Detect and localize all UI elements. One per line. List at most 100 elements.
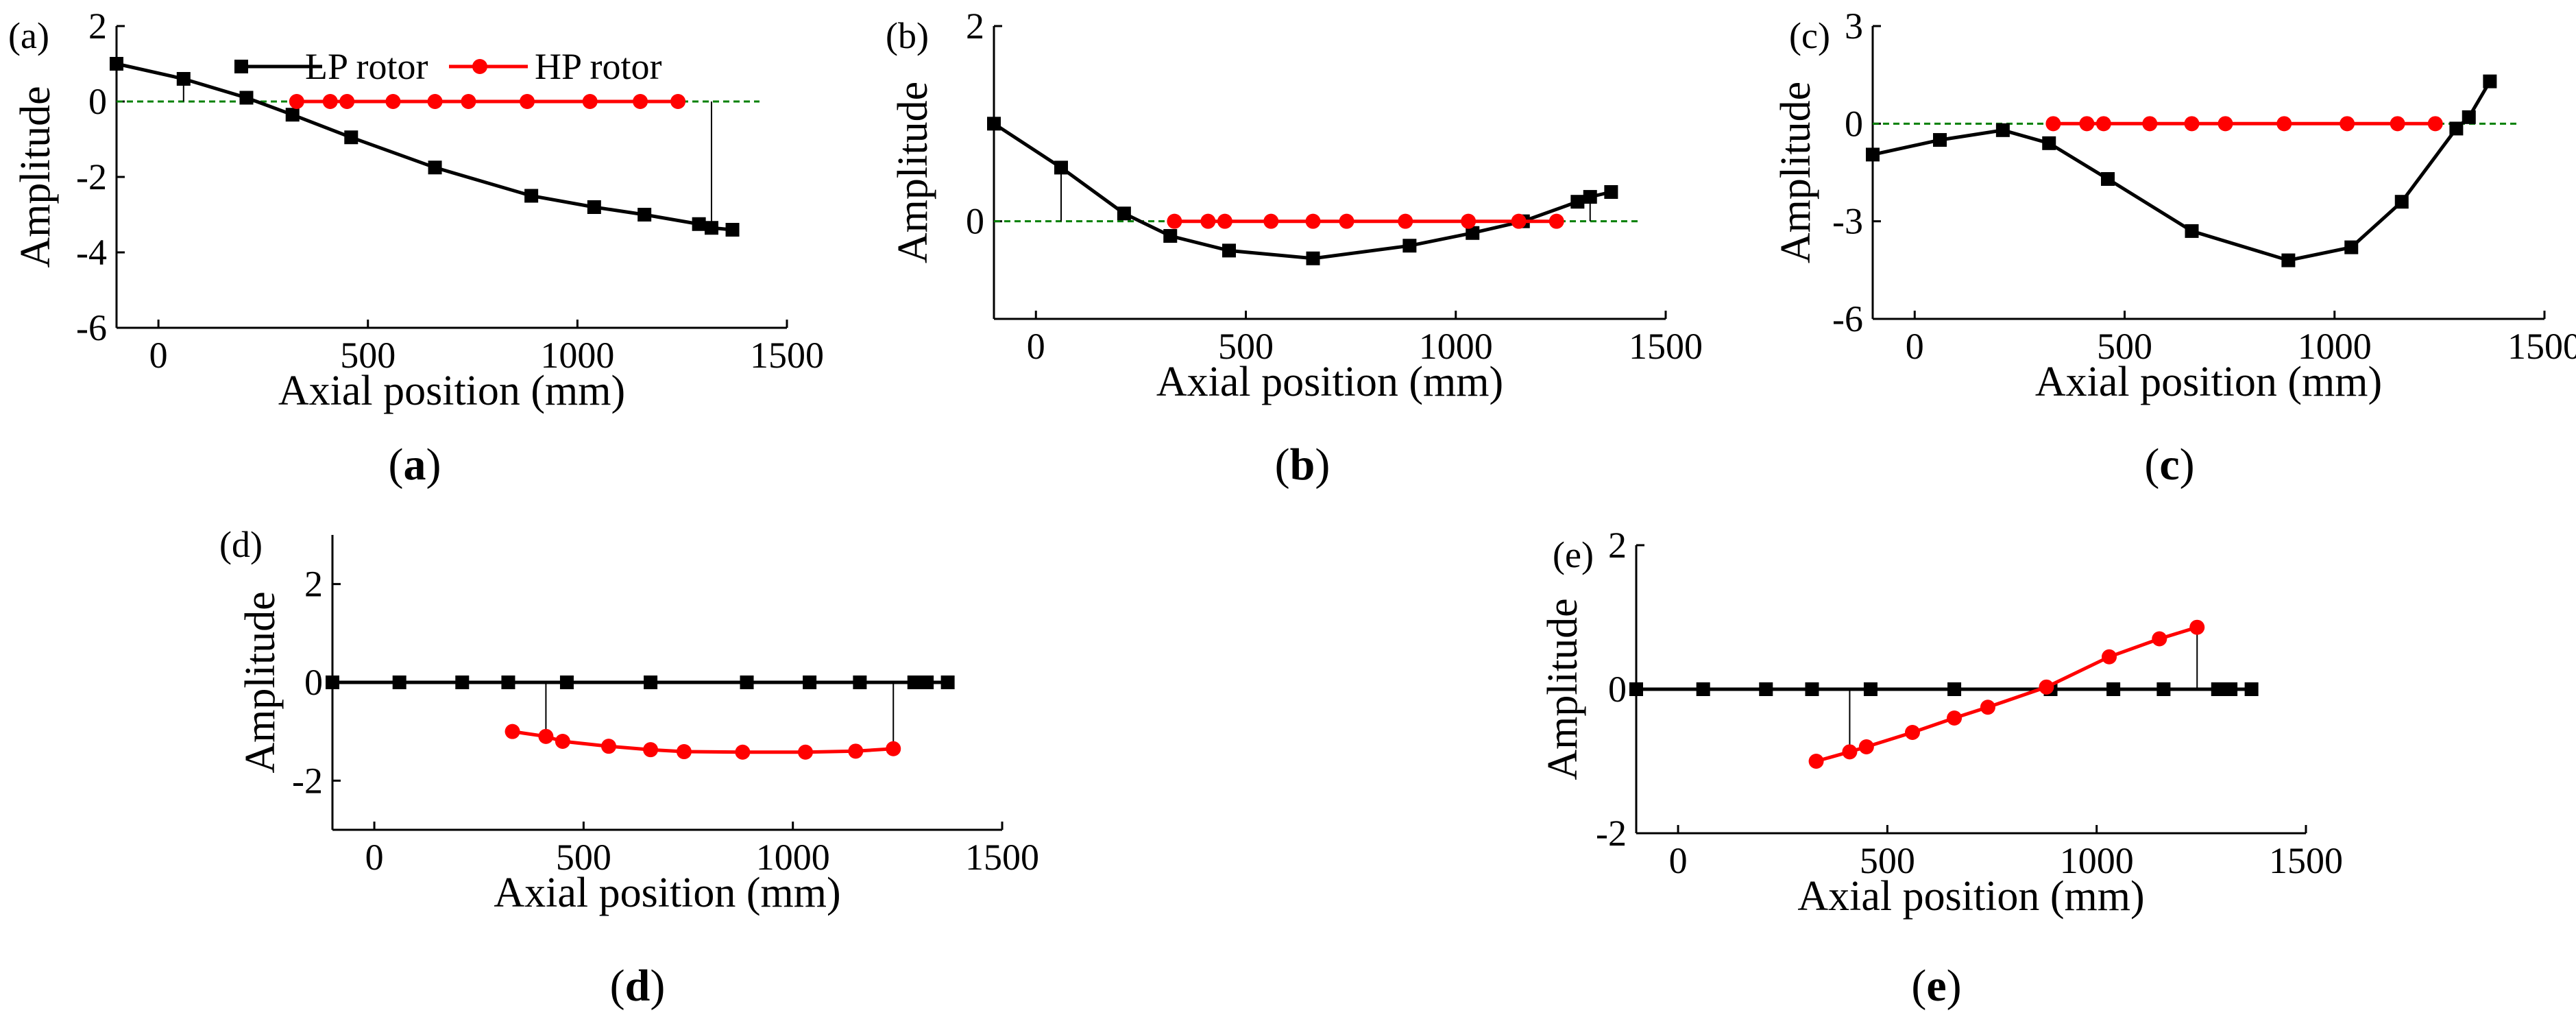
y-tick-label: 3 [1845,5,1863,47]
lp-rotor-point [455,676,470,689]
lp-rotor-point [2462,110,2476,124]
hp-rotor-point [1980,700,1995,715]
x-tick-label: 1000 [2298,326,2372,367]
lp-rotor-point [692,217,706,231]
hp-rotor-point [676,744,692,760]
y-tick-label: -3 [1832,201,1863,242]
legend-lp-marker [234,60,248,73]
lp-rotor-point [1163,229,1178,243]
y-axis-label: Amplitude [237,591,284,773]
y-axis-label: Amplitude [1773,82,1819,263]
lp-rotor-point [285,108,300,122]
lp-rotor-point [501,676,515,689]
caption-e: (e) [1911,961,1962,1011]
hp-rotor-point [289,94,304,109]
lp-rotor-point [1583,190,1597,204]
hp-rotor-point [1339,213,1354,229]
lp-rotor-point [176,72,191,86]
hp-rotor-point [1858,739,1874,754]
hp-rotor-point [461,94,476,109]
hp-rotor-point [1511,213,1527,229]
hp-rotor-point [2045,116,2061,132]
lp-rotor-point [392,676,406,689]
y-tick-label: 0 [304,662,323,703]
hp-rotor-point [582,94,598,109]
lp-rotor-point [2281,253,2296,267]
hp-rotor-point [1808,754,1824,769]
hp-rotor-point [1167,213,1182,229]
hp-rotor-point [2079,116,2095,132]
lp-rotor-point [2106,682,2121,696]
hp-rotor-line [1815,625,2198,763]
lp-rotor-point [725,223,740,237]
caption-b: (b) [1274,440,1330,490]
x-tick-label: 1000 [540,335,614,376]
lp-rotor-point [920,676,934,689]
lp-rotor-point [1054,160,1068,175]
caption-d: (d) [609,961,666,1011]
y-tick-label: -6 [76,307,107,348]
x-tick-label: 1000 [756,837,830,878]
lp-rotor-point [940,676,955,689]
chart-panel-c: 0 500 1000 1500 3 0 -3 -6 Axial position (mm) Amp… [1773,5,2576,405]
lp-rotor-line [116,62,733,232]
chart-panel-d: 0 500 1000 1500 2 0 -2 Axial position (mm) Ampli… [219,524,1039,916]
x-tick-label: 0 [149,335,168,376]
hp-rotor-point [2340,116,2355,132]
lp-rotor-point [1570,195,1585,209]
hp-rotor-point [538,728,554,744]
legend-hp-label: HP rotor [535,46,662,87]
hp-rotor-point [427,94,443,109]
lp-rotor-point [587,200,601,214]
x-tick-label: 0 [1906,326,1924,367]
y-tick-label: -2 [292,760,323,801]
x-tick-label: 500 [556,837,611,878]
caption-c: (c) [2144,440,2195,490]
legend: LP rotor HP rotor [234,46,662,87]
hp-rotor-point [1947,710,1963,726]
x-tick-label: 1500 [1629,326,1703,367]
hp-rotor-point [1461,213,1477,229]
hp-rotor-point [633,94,648,109]
y-axis-label: Amplitude [1540,598,1586,780]
y-tick-label: 2 [88,5,107,47]
lp-rotor-point [1759,682,1773,696]
hp-rotor-point [886,741,901,756]
y-tick-label: 0 [1608,669,1627,710]
y-tick-label: 2 [1608,525,1627,566]
legend-hp-marker [472,59,487,74]
y-axis-label: Amplitude [890,82,936,263]
y-tick-label: -2 [76,156,107,198]
hp-rotor-point [555,734,570,749]
hp-rotor-point [1842,744,1858,760]
panel-label: (e) [1553,534,1594,575]
x-axis-label: Axial position (mm) [1156,359,1503,405]
lp-rotor-point [2394,195,2409,209]
lp-rotor-point [428,160,442,175]
y-tick-label: 0 [1845,103,1863,144]
hp-rotor-point [735,744,751,760]
y-axis-label: Amplitude [12,86,59,267]
x-tick-label: 1500 [2269,840,2343,881]
lp-rotor-point [2244,682,2259,696]
lp-rotor-point [1995,123,2010,137]
x-tick-label: 500 [2097,326,2152,367]
hp-rotor-point [2039,679,2054,695]
hp-rotor-point [2102,649,2117,665]
x-tick-label: 0 [1027,326,1045,367]
panel-label: (c) [1789,15,1830,56]
lp-rotor-point [704,221,718,235]
lp-rotor-point [326,676,339,689]
lp-rotor-point [1604,184,1618,199]
lp-rotor-point [2042,136,2056,150]
hp-rotor-point [1548,213,1564,229]
hp-rotor-point [2427,116,2443,132]
x-tick-label: 500 [1860,840,1915,881]
y-tick-label: 2 [966,5,984,47]
lp-rotor-point [803,676,817,689]
lp-rotor-point [559,676,574,689]
lp-rotor-point [2449,121,2464,136]
y-tick-label: 0 [88,81,107,122]
hp-rotor-point [2152,631,2167,647]
x-tick-label: 500 [340,335,396,376]
